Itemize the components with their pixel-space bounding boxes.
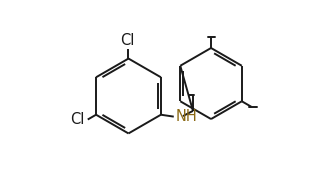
Text: NH: NH [175, 109, 197, 124]
Text: Cl: Cl [71, 113, 85, 127]
Text: Cl: Cl [120, 33, 135, 48]
